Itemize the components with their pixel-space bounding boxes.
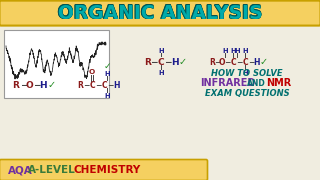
Text: H: H [104,71,110,77]
Text: R: R [209,58,215,67]
Text: ORGANIC ANALYSIS: ORGANIC ANALYSIS [59,4,263,23]
FancyBboxPatch shape [0,1,320,26]
Text: ✓: ✓ [179,57,187,67]
Text: −: − [33,81,41,90]
Text: ORGANIC ANALYSIS: ORGANIC ANALYSIS [57,4,262,23]
Text: H: H [254,58,260,67]
Text: AQA: AQA [8,165,33,175]
Text: ORGANIC ANALYSIS: ORGANIC ANALYSIS [58,3,263,22]
Text: C: C [89,81,95,90]
Text: H: H [171,58,179,67]
Text: H: H [242,48,248,54]
Text: O: O [219,58,225,67]
Text: H: H [39,81,47,90]
Text: ORGANIC ANALYSIS: ORGANIC ANALYSIS [58,4,262,23]
Text: ORGANIC ANALYSIS: ORGANIC ANALYSIS [58,4,263,23]
Text: R: R [145,58,151,67]
Text: −: − [150,58,158,67]
FancyBboxPatch shape [0,159,207,180]
Text: INFRARED: INFRARED [200,78,256,88]
Text: −: − [214,58,220,67]
Text: C: C [230,58,236,67]
Text: ✓: ✓ [103,62,111,71]
Text: R: R [77,81,83,90]
Text: HOW TO SOLVE: HOW TO SOLVE [211,69,283,78]
Text: H: H [242,70,248,76]
Text: NMR: NMR [266,78,292,88]
Text: C: C [101,81,107,90]
Text: H: H [158,48,164,54]
Text: H: H [230,48,236,54]
Text: R: R [12,81,19,90]
Text: O: O [89,69,95,75]
Text: H: H [104,93,110,99]
Text: H: H [158,70,164,76]
Text: −: − [95,81,101,90]
Text: CHEMISTRY: CHEMISTRY [73,165,140,175]
Text: H: H [113,81,119,90]
Text: −: − [224,58,230,67]
Text: −: − [236,58,242,67]
Text: H: H [222,48,228,54]
Text: ORGANIC ANALYSIS: ORGANIC ANALYSIS [58,4,262,23]
FancyBboxPatch shape [4,30,109,98]
Text: −: − [107,81,113,90]
Text: C: C [242,58,248,67]
Text: −: − [20,81,28,90]
Text: AND: AND [247,78,265,87]
Text: A-LEVEL: A-LEVEL [28,165,76,175]
Text: ORGANIC ANALYSIS: ORGANIC ANALYSIS [57,4,261,23]
Text: C: C [158,58,164,67]
Text: ORGANIC ANALYSIS: ORGANIC ANALYSIS [57,3,262,22]
Text: ✓: ✓ [260,57,268,67]
Text: ORGANIC ANALYSIS: ORGANIC ANALYSIS [58,3,262,22]
Text: ✓: ✓ [48,80,56,90]
Text: −: − [83,81,89,90]
Text: −: − [164,58,172,67]
Text: H: H [234,48,240,54]
Text: O: O [26,81,34,90]
Text: −: − [248,58,254,67]
Text: EXAM QUESTIONS: EXAM QUESTIONS [205,89,289,98]
